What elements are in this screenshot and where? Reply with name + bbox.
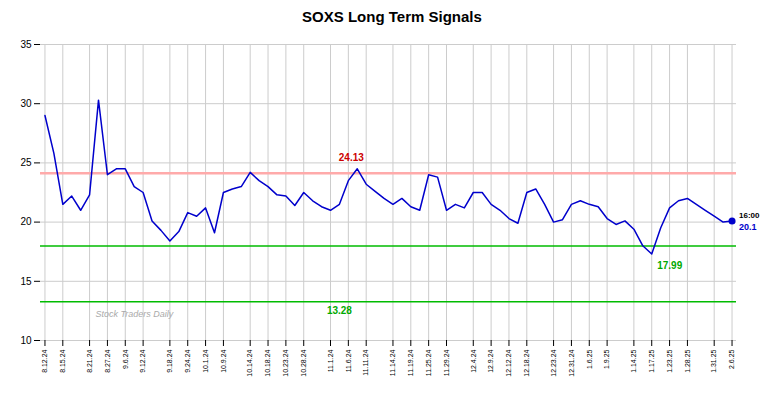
svg-text:10.14.24: 10.14.24 (246, 349, 253, 376)
svg-text:Stock Traders Daily: Stock Traders Daily (96, 309, 174, 319)
svg-text:1.9.25: 1.9.25 (603, 349, 610, 369)
svg-text:1.23.25: 1.23.25 (666, 349, 673, 372)
svg-text:35: 35 (20, 39, 32, 50)
svg-text:17.99: 17.99 (657, 260, 682, 271)
svg-text:13.28: 13.28 (327, 305, 352, 316)
svg-text:12.4.24: 12.4.24 (470, 349, 477, 372)
svg-text:1.14.25: 1.14.25 (630, 349, 637, 372)
svg-text:11.1.24: 11.1.24 (327, 349, 334, 372)
svg-text:16:00: 16:00 (739, 211, 760, 220)
svg-text:11.6.24: 11.6.24 (345, 349, 352, 372)
svg-text:12.31.24: 12.31.24 (568, 349, 575, 376)
svg-text:8.12.24: 8.12.24 (41, 349, 48, 372)
svg-text:11.11.24: 11.11.24 (362, 349, 369, 375)
html-text:SOXS Long Term Signals: SOXS Long Term Signals (302, 8, 482, 25)
svg-text:20.1: 20.1 (739, 222, 757, 232)
svg-text:9.18.24: 9.18.24 (166, 349, 173, 372)
svg-text:11.14.24: 11.14.24 (389, 349, 396, 376)
svg-text:11.25.24: 11.25.24 (425, 349, 432, 376)
svg-text:8.27.24: 8.27.24 (104, 349, 111, 372)
svg-text:9.24.24: 9.24.24 (184, 349, 191, 372)
svg-text:1.31.25: 1.31.25 (710, 349, 717, 372)
svg-text:8.21.24: 8.21.24 (86, 349, 93, 372)
svg-text:12.9.24: 12.9.24 (487, 349, 494, 372)
svg-text:10.1.24: 10.1.24 (202, 349, 209, 372)
svg-text:10.23.24: 10.23.24 (282, 349, 289, 376)
svg-text:10.28.24: 10.28.24 (300, 349, 307, 376)
svg-text:25: 25 (20, 157, 32, 168)
svg-text:1.28.25: 1.28.25 (684, 349, 691, 372)
svg-text:11.29.24: 11.29.24 (443, 349, 450, 376)
svg-text:12.23.24: 12.23.24 (550, 349, 557, 376)
svg-text:10.9.24: 10.9.24 (220, 349, 227, 372)
svg-text:15: 15 (20, 276, 32, 287)
svg-text:24.13: 24.13 (339, 152, 364, 163)
svg-text:20: 20 (20, 216, 32, 227)
svg-text:9.12.24: 9.12.24 (139, 349, 146, 372)
svg-text:12.12.24: 12.12.24 (505, 349, 512, 376)
svg-text:1.6.25: 1.6.25 (586, 349, 593, 369)
svg-text:30: 30 (20, 98, 32, 109)
svg-text:8.15.24: 8.15.24 (59, 349, 66, 372)
svg-text:11.19.24: 11.19.24 (407, 349, 414, 376)
svg-text:2.6.25: 2.6.25 (728, 349, 735, 369)
svg-text:1.17.25: 1.17.25 (648, 349, 655, 372)
svg-text:10: 10 (20, 335, 32, 346)
svg-text:10.18.24: 10.18.24 (264, 349, 271, 376)
svg-text:9.6.24: 9.6.24 (122, 349, 129, 369)
svg-text:12.18.24: 12.18.24 (523, 349, 530, 376)
